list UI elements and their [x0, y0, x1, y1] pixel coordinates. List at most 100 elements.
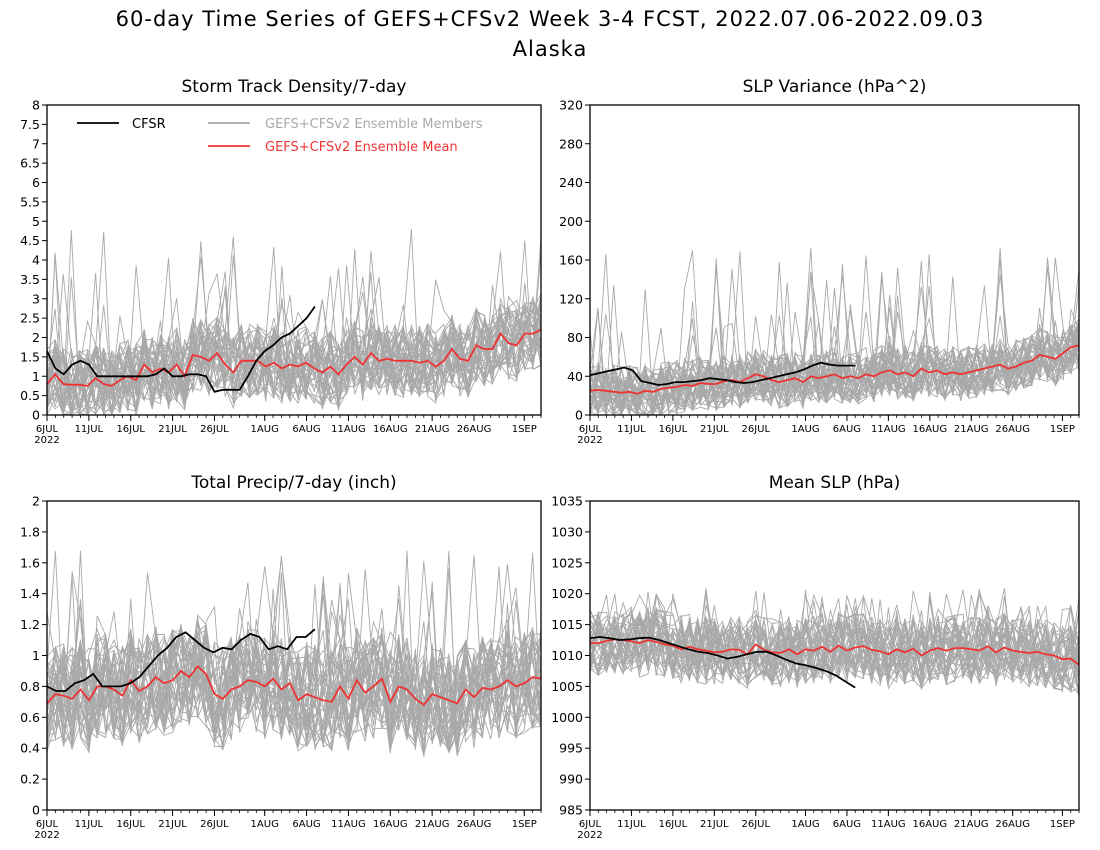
y-tick-label: 990	[559, 772, 583, 787]
cfsr-line	[590, 361, 856, 386]
y-tick-label: 6	[32, 175, 40, 190]
x-tick-label: 6JUL	[36, 819, 59, 830]
ensemble-member-line	[47, 627, 541, 752]
x-tick-label: 16JUL	[116, 819, 145, 830]
x-tick-label: 26AUG	[995, 819, 1030, 830]
cfsr-line	[47, 628, 316, 692]
figure-title-line2: Alaska	[512, 37, 588, 61]
panel-storm-track-density: Storm Track Density/7-day 0 0.5 1 1.5 2 2.5 3 3.…	[20, 77, 542, 446]
y-tick-label: 5	[32, 214, 40, 229]
y-tick-label: 8	[32, 98, 40, 113]
ensemble-member-line	[590, 271, 1079, 415]
ensemble-member-line	[590, 338, 1079, 415]
x-tick-year: 2022	[34, 830, 59, 841]
y-tick-label: 160	[559, 253, 583, 268]
cfsr-line	[590, 636, 856, 689]
y-tick-label: 200	[559, 214, 583, 229]
plot-area	[47, 550, 541, 757]
panel-title: Mean SLP (hPa)	[769, 473, 901, 493]
x-tick-label: 1AUG	[251, 819, 279, 830]
y-tick-label: 2.5	[20, 311, 40, 326]
legend-cfsr-label: CFSR	[132, 117, 166, 132]
x-tick-label: 21AUG	[415, 424, 450, 435]
y-tick-label: 280	[559, 136, 583, 151]
y-tick-label: 0.8	[20, 679, 40, 694]
y-tick-label: 1000	[551, 710, 583, 725]
x-tick-label: 21AUG	[954, 819, 989, 830]
y-tick-label: 3.5	[20, 272, 40, 287]
panel-title: Total Precip/7-day (inch)	[190, 473, 396, 493]
x-tick-label: 26AUG	[995, 424, 1030, 435]
x-tick-label: 26AUG	[457, 424, 492, 435]
y-tick-label: 3	[32, 291, 40, 306]
legend-members-label: GEFS+CFSv2 Ensemble Members	[265, 117, 483, 132]
x-tick-label: 6AUG	[292, 819, 320, 830]
ensemble-member-line	[47, 558, 541, 754]
x-tick-label: 16AUG	[373, 819, 408, 830]
panel-mean-slp: Mean SLP (hPa) 985 990 995 1000 1005 1010 1015 1…	[551, 473, 1080, 841]
plot-area	[590, 247, 1079, 415]
y-tick-label: 1.6	[20, 555, 40, 570]
ensemble-member-line	[47, 241, 541, 415]
y-tick-label: 320	[559, 98, 583, 113]
ensemble-member-line	[590, 267, 1079, 415]
y-tick-label: 4	[32, 253, 40, 268]
x-tick-label: 11AUG	[331, 424, 366, 435]
ensemble-member-line	[590, 594, 1079, 687]
y-tick-label: 0	[575, 408, 583, 423]
x-tick-label: 21JUL	[700, 424, 729, 435]
y-tick-label: 0	[32, 408, 40, 423]
y-tick-label: 1030	[551, 524, 583, 539]
y-tick-label: 80	[567, 330, 583, 345]
y-tick-label: 1020	[551, 586, 583, 601]
y-tick-label: 1	[32, 369, 40, 384]
x-tick-label: 1SEP	[1050, 819, 1075, 830]
x-tick-label: 1AUG	[791, 424, 819, 435]
x-tick-label: 6JUL	[36, 424, 59, 435]
x-tick-label: 21AUG	[954, 424, 989, 435]
ensemble-member-line	[590, 318, 1079, 414]
x-tick-label: 16AUG	[912, 424, 947, 435]
y-tick-label: 0	[32, 803, 40, 818]
cfsr-line	[47, 305, 316, 393]
plot-area	[47, 229, 541, 415]
x-tick-label: 1SEP	[1050, 424, 1075, 435]
panel-title: Storm Track Density/7-day	[182, 77, 407, 97]
panel-total-precip: Total Precip/7-day (inch)00.20.40.60.811…	[20, 473, 542, 841]
ensemble-mean-line	[590, 638, 1079, 666]
y-tick-label: 0.2	[20, 772, 40, 787]
x-tick-year: 2022	[577, 435, 602, 446]
x-tick-label: 26JUL	[200, 424, 229, 435]
ensemble-member-line	[590, 592, 1079, 696]
y-tick-label: 0.4	[20, 741, 40, 756]
x-tick-label: 26AUG	[457, 819, 492, 830]
x-tick-label: 1AUG	[251, 424, 279, 435]
x-tick-label: 16AUG	[373, 424, 408, 435]
ensemble-member-line	[47, 282, 541, 415]
x-tick-label: 11AUG	[331, 819, 366, 830]
x-tick-label: 16AUG	[912, 819, 947, 830]
y-tick-label: 1	[32, 648, 40, 663]
y-tick-label: 0.5	[20, 388, 40, 403]
ensemble-member-line	[590, 589, 1079, 695]
x-tick-label: 1SEP	[512, 424, 537, 435]
y-tick-label: 1.8	[20, 524, 40, 539]
ensemble-member-line	[47, 308, 541, 411]
x-tick-label: 11AUG	[871, 819, 906, 830]
x-tick-label: 11JUL	[75, 424, 104, 435]
x-tick-label: 1SEP	[512, 819, 537, 830]
x-tick-label: 16JUL	[659, 819, 688, 830]
x-tick-label: 26JUL	[200, 819, 229, 830]
ensemble-member-line	[47, 611, 541, 749]
x-tick-label: 6AUG	[833, 819, 861, 830]
ensemble-member-line	[47, 296, 541, 410]
y-tick-label: 1010	[551, 648, 583, 663]
ensemble-member-line	[590, 262, 1079, 412]
x-tick-label: 11JUL	[617, 424, 646, 435]
x-tick-label: 1AUG	[791, 819, 819, 830]
y-tick-label: 1.4	[20, 586, 40, 601]
x-tick-label: 11JUL	[617, 819, 646, 830]
y-tick-label: 1025	[551, 555, 583, 570]
y-tick-label: 1035	[551, 494, 583, 509]
y-tick-label: 2	[32, 494, 40, 509]
